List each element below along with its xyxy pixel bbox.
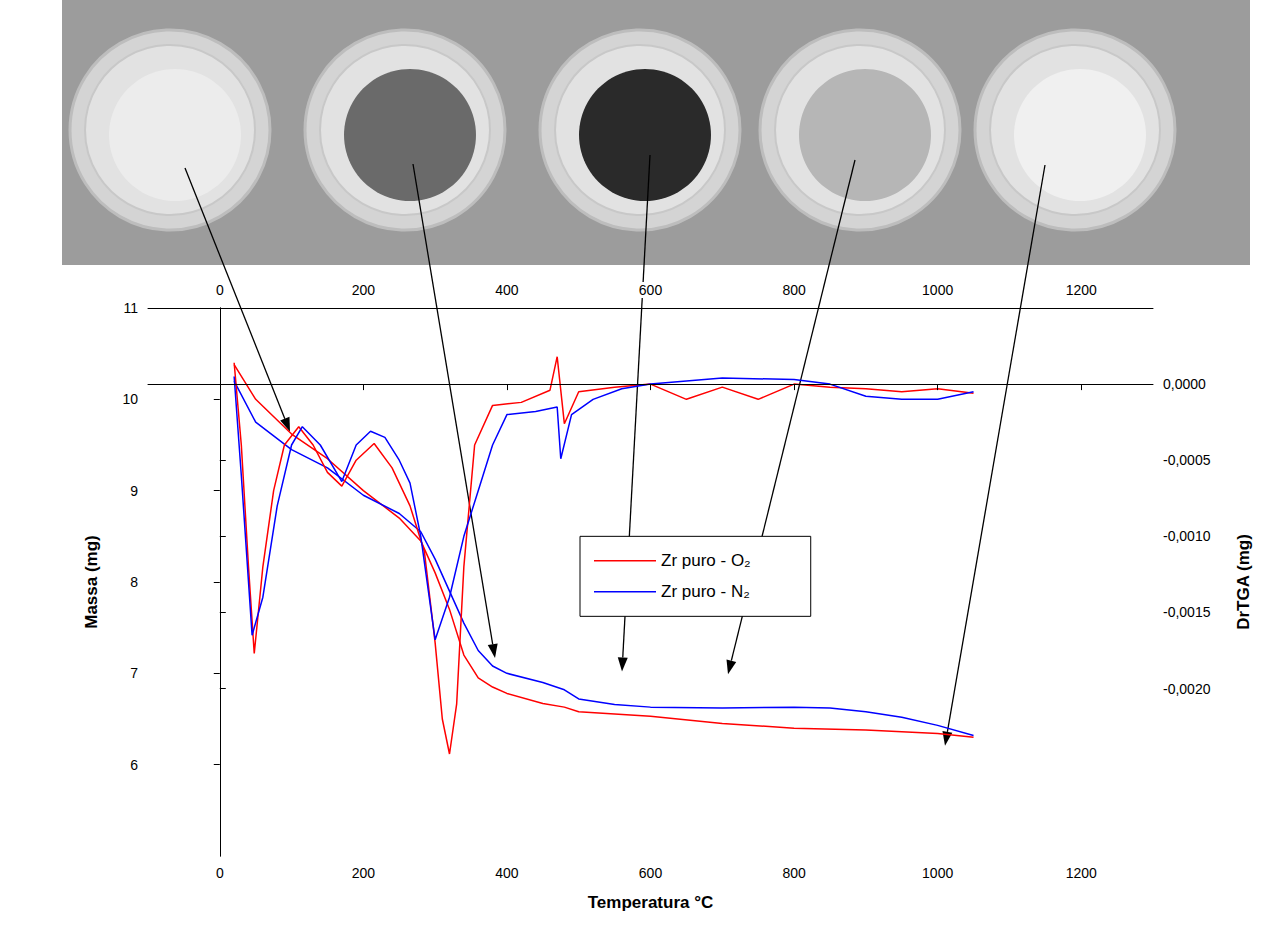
svg-text:6: 6 [130, 757, 138, 773]
svg-text:400: 400 [495, 282, 519, 298]
svg-text:800: 800 [782, 865, 806, 881]
svg-text:-0,0015: -0,0015 [1163, 604, 1211, 620]
svg-text:9: 9 [130, 483, 138, 499]
svg-text:DrTGA (mg): DrTGA (mg) [1234, 534, 1253, 630]
svg-text:0,0000: 0,0000 [1163, 376, 1206, 392]
svg-text:1200: 1200 [1066, 282, 1097, 298]
svg-text:1200: 1200 [1066, 865, 1097, 881]
svg-text:800: 800 [782, 282, 806, 298]
svg-text:Massa (mg): Massa (mg) [82, 535, 101, 629]
svg-text:-0,0005: -0,0005 [1163, 452, 1211, 468]
svg-text:1000: 1000 [922, 865, 953, 881]
svg-text:0: 0 [216, 282, 224, 298]
svg-text:0: 0 [216, 865, 224, 881]
svg-text:400: 400 [495, 865, 519, 881]
svg-text:Zr puro - O₂: Zr puro - O₂ [661, 551, 751, 570]
svg-text:200: 200 [352, 865, 376, 881]
svg-text:10: 10 [122, 391, 138, 407]
svg-text:11: 11 [123, 300, 138, 316]
svg-text:1000: 1000 [922, 282, 953, 298]
svg-text:600: 600 [639, 282, 663, 298]
svg-text:-0,0020: -0,0020 [1163, 681, 1211, 697]
svg-text:-0,0010: -0,0010 [1163, 528, 1211, 544]
svg-text:Temperatura °C: Temperatura °C [588, 893, 714, 912]
svg-text:8: 8 [130, 574, 138, 590]
svg-text:200: 200 [352, 282, 376, 298]
svg-text:Zr puro - N₂: Zr puro - N₂ [661, 582, 750, 601]
svg-text:7: 7 [130, 665, 138, 681]
svg-text:600: 600 [639, 865, 663, 881]
